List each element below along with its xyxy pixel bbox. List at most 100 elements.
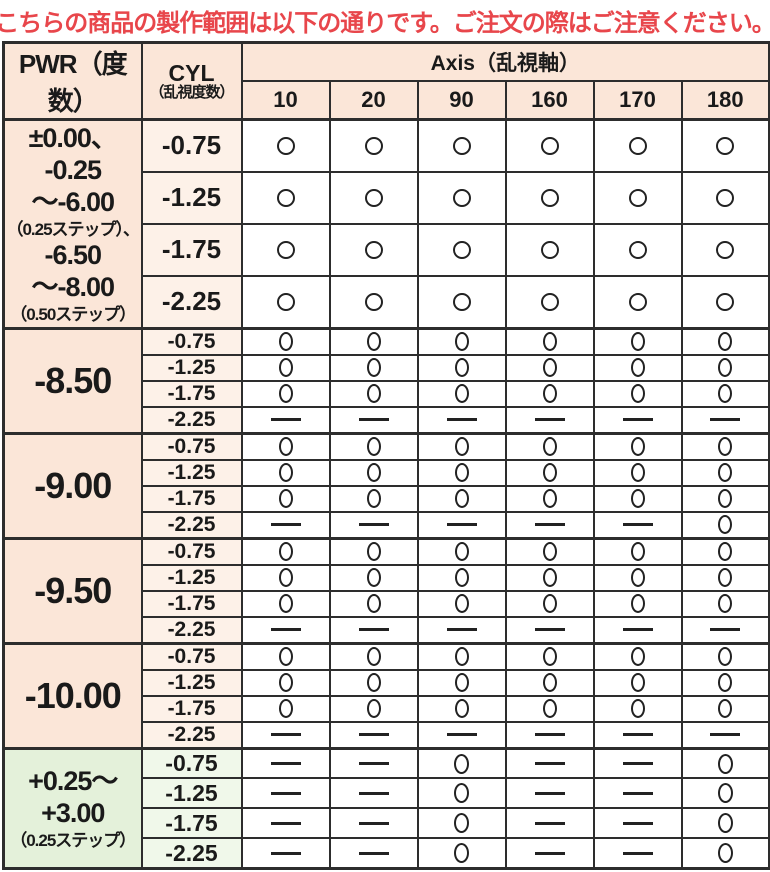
- circle-mark: [542, 542, 557, 562]
- circle-mark: [717, 783, 733, 804]
- available-cell: [592, 170, 683, 225]
- available-cell: [328, 117, 419, 173]
- unavailable-cell: [416, 510, 507, 540]
- available-cell: [240, 275, 331, 330]
- unavailable-cell: [328, 615, 419, 645]
- cyl-value-cell: -0.75: [140, 746, 243, 780]
- circle-mark: [630, 594, 645, 614]
- pwr-label-line: （0.50ステップ）: [10, 304, 136, 324]
- circle-mark: [542, 568, 557, 588]
- unavailable-cell: [240, 615, 331, 645]
- cyl-value-cell: -2.25: [140, 837, 243, 870]
- pwr-label-line: -6.50～-8.00: [31, 239, 115, 302]
- circle-mark: [454, 332, 469, 352]
- available-cell: [680, 222, 770, 278]
- circle-mark: [630, 568, 645, 588]
- unavailable-cell: [592, 405, 683, 435]
- unavailable-cell: [592, 615, 683, 645]
- available-cell: [328, 458, 419, 487]
- available-cell: [680, 746, 770, 780]
- dash-mark: [622, 628, 653, 632]
- available-cell: [240, 222, 331, 278]
- available-cell: [680, 379, 770, 408]
- dash-mark: [358, 851, 389, 855]
- cyl-value-cell: -2.25: [140, 275, 243, 330]
- dash-mark: [270, 791, 301, 795]
- available-cell: [592, 536, 683, 566]
- circle-mark: [276, 188, 295, 207]
- dash-mark: [270, 851, 301, 855]
- available-cell: [416, 807, 507, 840]
- cyl-value-cell: -1.75: [140, 589, 243, 618]
- available-cell: [680, 484, 770, 513]
- circle-mark: [366, 463, 381, 483]
- available-cell: [592, 431, 683, 461]
- unavailable-cell: [416, 405, 507, 435]
- dash-mark: [622, 418, 653, 422]
- cyl-value-cell: -2.25: [140, 720, 243, 750]
- circle-mark: [278, 594, 293, 614]
- circle-mark: [454, 843, 469, 864]
- unavailable-cell: [504, 510, 595, 540]
- circle-mark: [630, 647, 645, 667]
- pwr-group-cell: -10.00: [2, 641, 143, 750]
- circle-mark: [452, 240, 471, 259]
- available-cell: [680, 353, 770, 382]
- available-cell: [680, 807, 770, 840]
- available-cell: [504, 326, 595, 356]
- circle-mark: [718, 358, 733, 378]
- unavailable-cell: [592, 720, 683, 750]
- circle-mark: [364, 292, 383, 311]
- unavailable-cell: [328, 807, 419, 840]
- available-cell: [680, 563, 770, 592]
- available-cell: [592, 694, 683, 723]
- dash-mark: [534, 762, 565, 766]
- circle-mark: [278, 384, 293, 404]
- circle-mark: [630, 489, 645, 509]
- unavailable-cell: [504, 837, 595, 870]
- circle-mark: [454, 673, 469, 693]
- circle-mark: [542, 489, 557, 509]
- circle-mark: [278, 568, 293, 588]
- unavailable-cell: [240, 405, 331, 435]
- available-cell: [240, 431, 331, 461]
- circle-mark: [452, 136, 471, 155]
- unavailable-cell: [680, 615, 770, 645]
- dash-mark: [270, 762, 301, 766]
- available-cell: [504, 222, 595, 278]
- unavailable-cell: [328, 777, 419, 810]
- available-cell: [680, 536, 770, 566]
- circle-mark: [278, 647, 293, 667]
- unavailable-cell: [504, 405, 595, 435]
- pwr-label-line: +3.00: [41, 797, 105, 828]
- circle-mark: [454, 594, 469, 614]
- circle-mark: [542, 673, 557, 693]
- dash-mark: [358, 791, 389, 795]
- available-cell: [504, 694, 595, 723]
- pwr-label-line: +0.25～: [28, 765, 118, 796]
- cyl-value-cell: -1.75: [140, 694, 243, 723]
- pwr-label-line: -0.25～-6.00: [31, 154, 115, 217]
- circle-mark: [278, 463, 293, 483]
- available-cell: [240, 379, 331, 408]
- spec-row: -1.75: [4, 484, 770, 513]
- available-cell: [680, 117, 770, 173]
- dash-mark: [358, 628, 389, 632]
- available-cell: [240, 484, 331, 513]
- available-cell: [680, 458, 770, 487]
- dash-mark: [270, 821, 301, 825]
- available-cell: [240, 458, 331, 487]
- circle-mark: [454, 699, 469, 719]
- axis-value-header: 10: [240, 79, 331, 121]
- available-cell: [680, 668, 770, 697]
- cyl-value-cell: -1.75: [140, 807, 243, 840]
- available-cell: [328, 694, 419, 723]
- available-cell: [592, 222, 683, 278]
- circle-mark: [716, 136, 735, 155]
- unavailable-cell: [240, 777, 331, 810]
- available-cell: [504, 431, 595, 461]
- axis-value-header: 160: [504, 79, 595, 121]
- spec-row: -10.00 -0.75: [2, 641, 770, 750]
- unavailable-cell: [592, 510, 683, 540]
- circle-mark: [454, 813, 469, 834]
